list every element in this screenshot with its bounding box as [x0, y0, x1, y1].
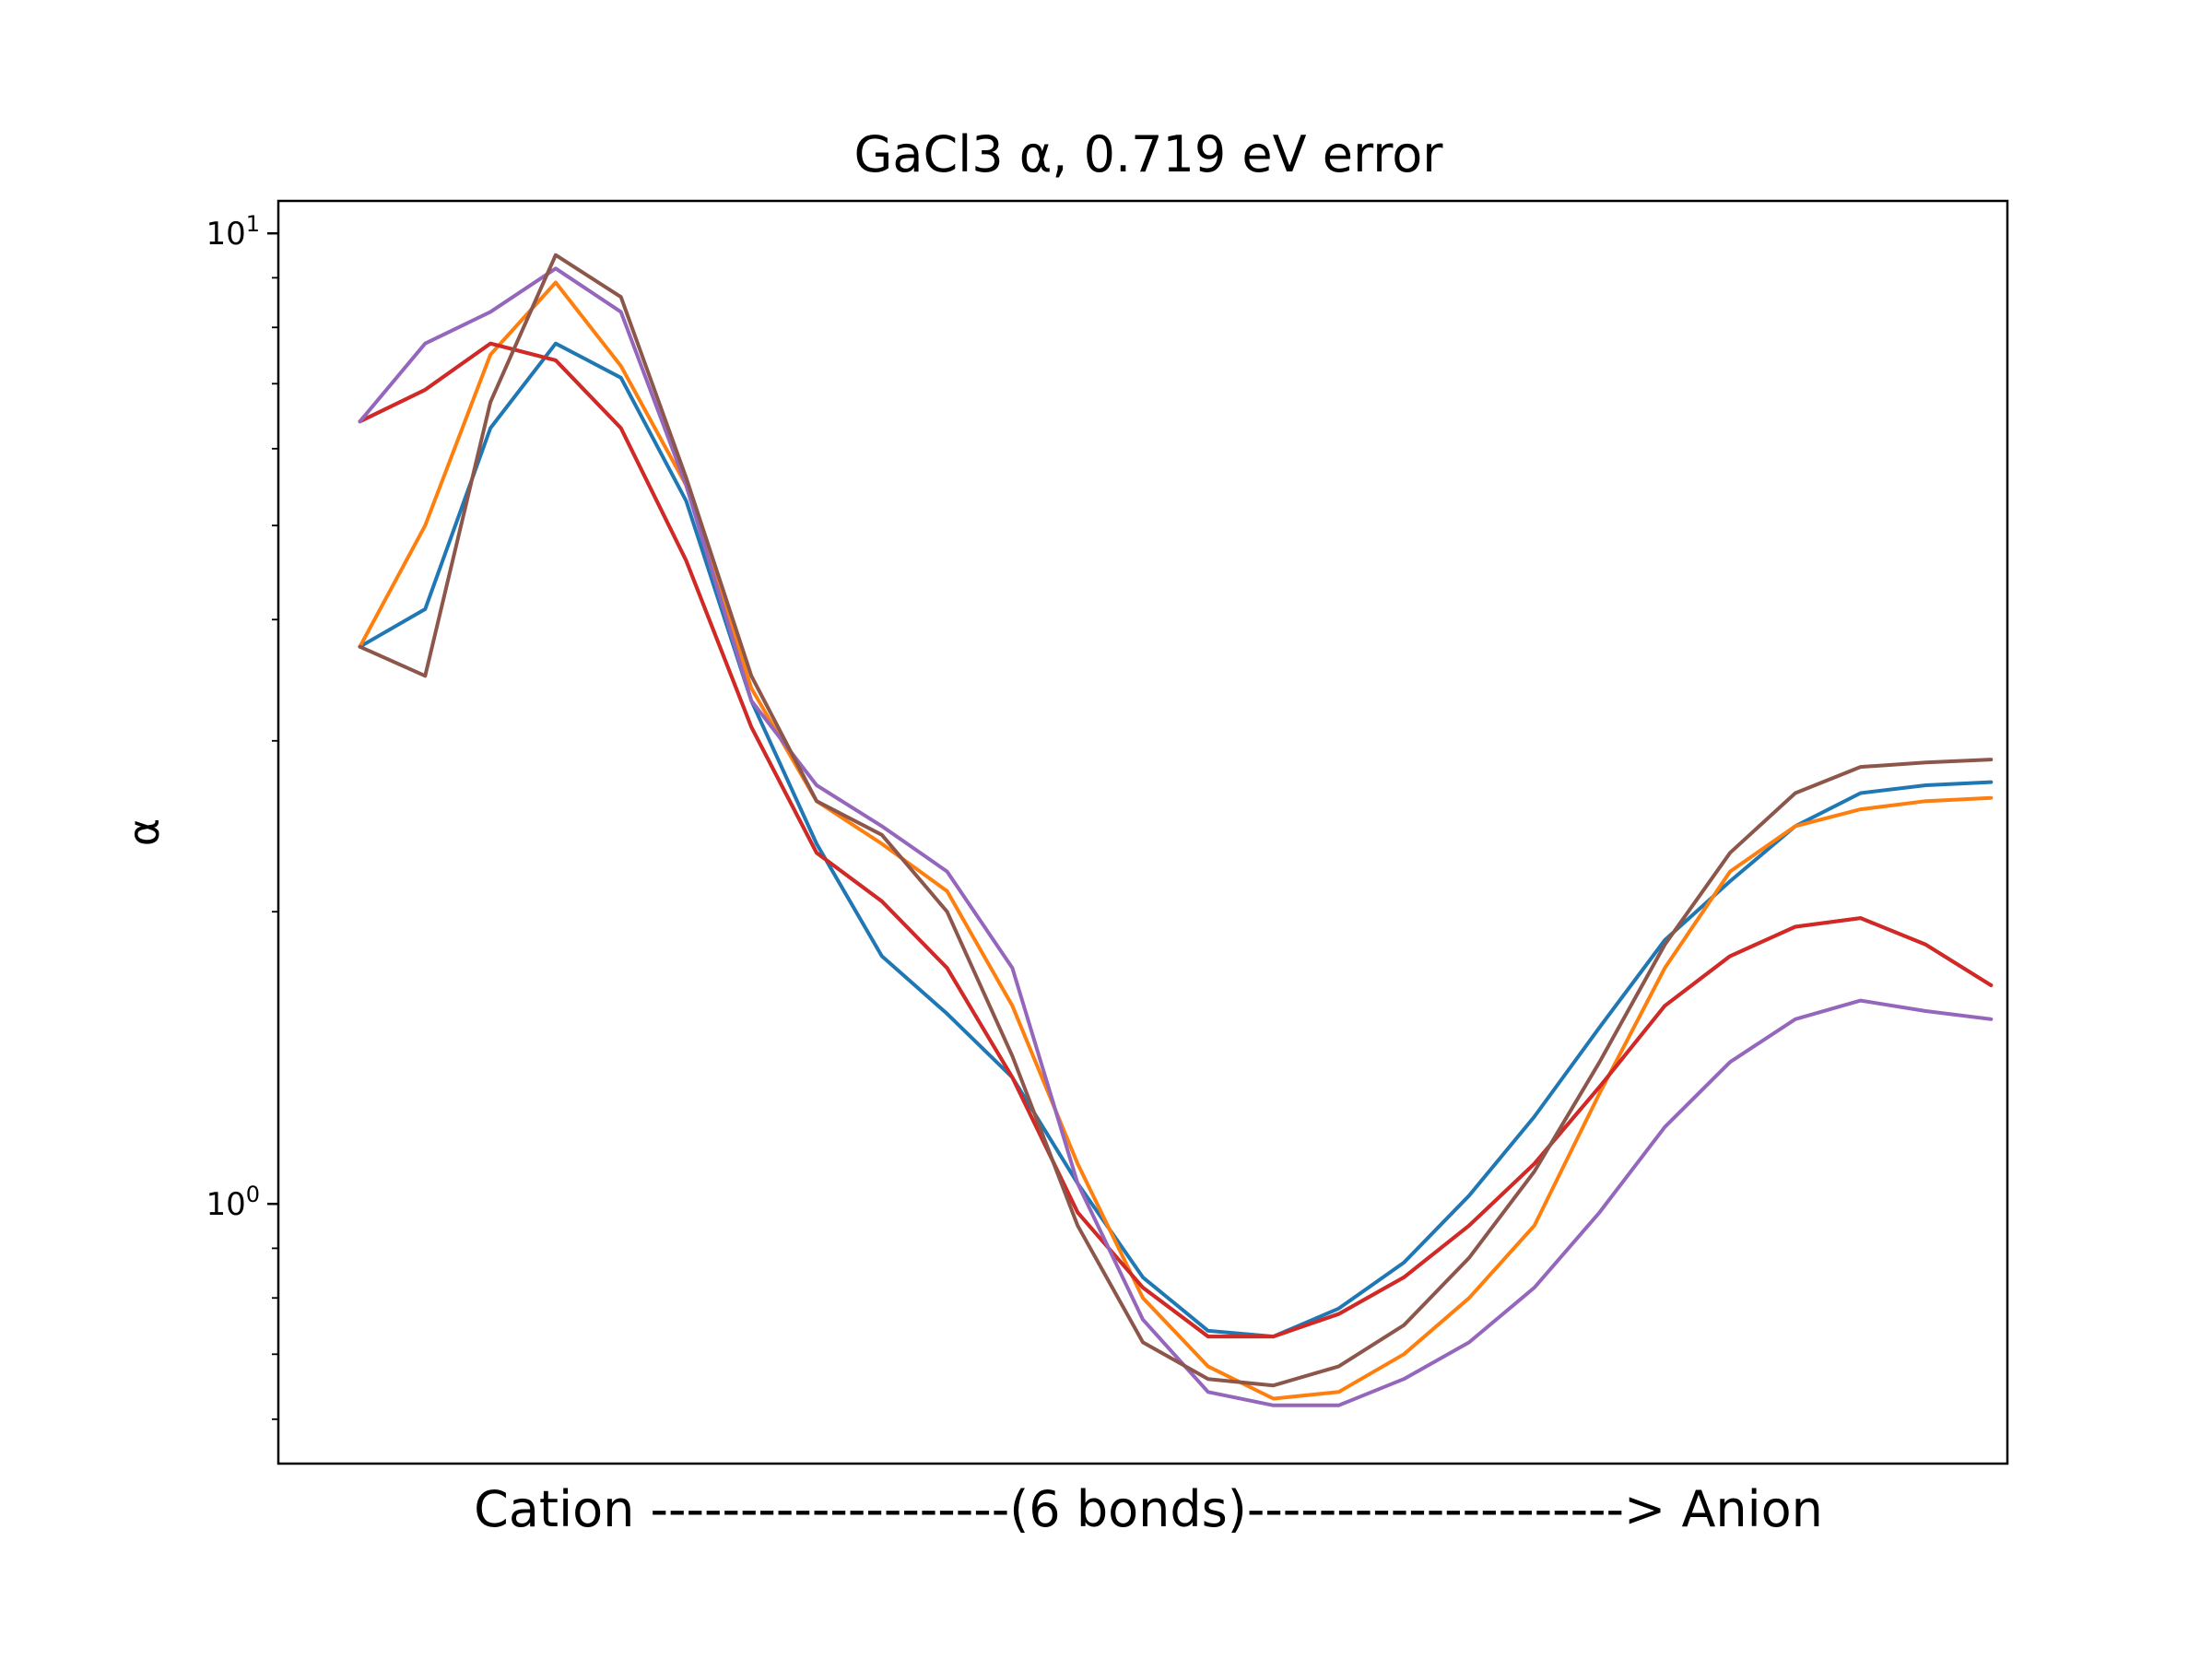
- series-line-5: [358, 266, 1994, 1407]
- series-line-6: [358, 253, 1994, 1388]
- plot-frame: [276, 199, 2009, 1465]
- y-tick-label-1: 100: [206, 1182, 260, 1223]
- y-axis-label: α: [119, 818, 169, 846]
- series-line-1: [358, 341, 1994, 1339]
- x-axis-label: Cation --------------------(6 bonds)----…: [474, 1480, 1823, 1538]
- series-layer: [358, 253, 1994, 1407]
- chart-title: GaCl3 α, 0.719 eV error: [854, 125, 1444, 183]
- y-tick-label-2: 101: [206, 211, 260, 253]
- series-line-4: [358, 341, 1994, 1339]
- y-axis-ticks: 100 101: [206, 211, 278, 1420]
- series-line-2: [358, 280, 1994, 1401]
